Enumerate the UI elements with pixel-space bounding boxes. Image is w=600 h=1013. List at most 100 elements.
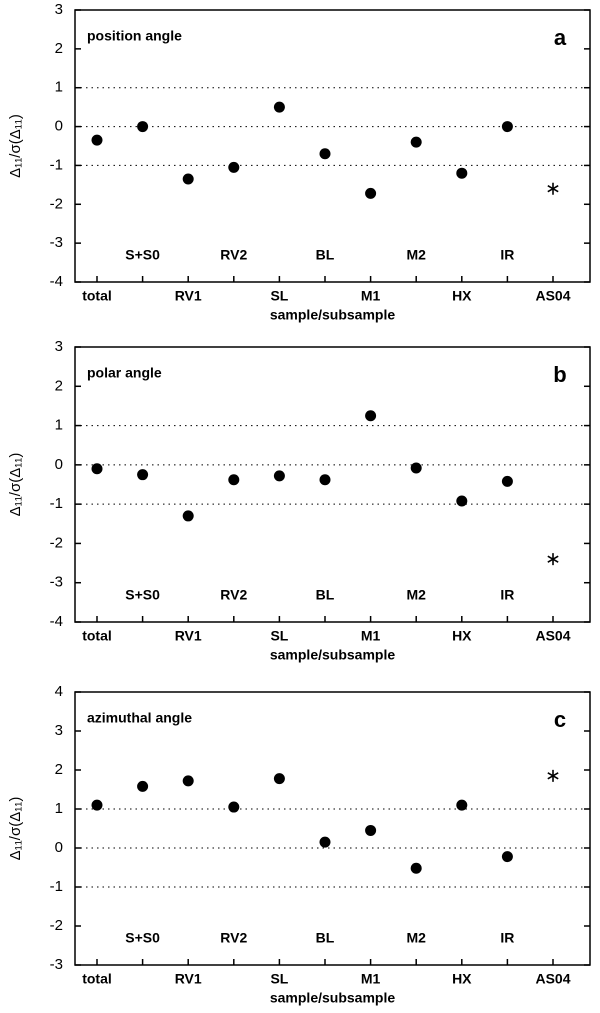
x-tick-label: RV1 [175, 971, 202, 987]
x-tick-label: M1 [361, 628, 381, 644]
point [319, 474, 331, 486]
y-axis-label: Δ₁₁/σ(Δ₁₁) [7, 114, 24, 178]
y-tick-label: 1 [55, 417, 63, 434]
point [410, 462, 422, 474]
chart-title: position angle [87, 28, 182, 44]
x-tick-label: M2 [406, 930, 426, 946]
x-tick-label: RV2 [220, 587, 247, 603]
x-axis-label: sample/subsample [270, 307, 395, 323]
x-tick-label: HX [452, 628, 472, 644]
x-tick-label: total [82, 971, 112, 987]
x-tick-label: RV2 [220, 930, 247, 946]
y-tick-label: -3 [50, 234, 63, 251]
y-tick-label: 0 [55, 118, 63, 135]
point [228, 801, 240, 813]
point [456, 167, 468, 179]
x-tick-label: BL [316, 930, 335, 946]
point [501, 475, 513, 487]
panel-label: b [553, 362, 566, 387]
y-tick-label: 3 [55, 338, 63, 355]
x-tick-label: AS04 [535, 971, 570, 987]
x-tick-label: AS04 [535, 288, 570, 304]
point [365, 187, 377, 199]
star-marker [547, 182, 559, 195]
x-tick-label: SL [270, 288, 288, 304]
y-tick-label: 2 [55, 761, 63, 778]
point [410, 862, 422, 874]
y-tick-label: 2 [55, 40, 63, 57]
x-tick-label: HX [452, 288, 472, 304]
panel-label: c [554, 707, 566, 732]
point [182, 775, 194, 787]
y-tick-label: 3 [55, 722, 63, 739]
y-tick-label: -1 [50, 156, 63, 173]
y-tick-label: 1 [55, 79, 63, 96]
point [365, 410, 377, 422]
y-tick-label: -1 [50, 878, 63, 895]
point [319, 836, 331, 848]
panel: -4 -3 -2 -1 0 1 2 3 total S+S0 RV1 RV2 SL BL M1 M2 HX IR A… [7, 338, 591, 663]
x-tick-label: BL [316, 587, 335, 603]
y-tick-label: -2 [50, 917, 63, 934]
plot-frame [74, 346, 591, 623]
y-tick-label: 4 [55, 683, 63, 700]
x-axis-label: sample/subsample [270, 990, 395, 1006]
point [319, 148, 331, 160]
y-axis-label: Δ₁₁/σ(Δ₁₁) [7, 797, 24, 861]
point [501, 121, 513, 133]
y-tick-label: -1 [50, 495, 63, 512]
y-tick-label: 2 [55, 377, 63, 394]
point [137, 780, 149, 792]
x-tick-label: SL [270, 971, 288, 987]
x-tick-label: SL [270, 628, 288, 644]
x-tick-label: BL [316, 247, 335, 263]
x-tick-label: RV1 [175, 288, 202, 304]
panel: -4 -3 -2 -1 0 1 2 3 total S+S0 RV1 RV2 SL BL M1 M2 HX IR A… [7, 1, 591, 323]
x-tick-label: M2 [406, 587, 426, 603]
x-tick-label: M1 [361, 288, 381, 304]
y-tick-label: 0 [55, 456, 63, 473]
y-tick-label: -3 [50, 956, 63, 973]
star-stroke [547, 772, 559, 780]
point [365, 824, 377, 836]
point [91, 463, 103, 475]
x-tick-label: AS04 [535, 628, 570, 644]
x-tick-label: IR [500, 930, 514, 946]
point [182, 173, 194, 185]
point [137, 121, 149, 133]
point [228, 161, 240, 173]
y-axis-label: Δ₁₁/σ(Δ₁₁) [7, 453, 24, 517]
x-tick-label: IR [500, 587, 514, 603]
x-tick-label: M1 [361, 971, 381, 987]
chart-title: azimuthal angle [87, 710, 192, 726]
point [91, 799, 103, 811]
point [91, 134, 103, 146]
point [501, 851, 513, 863]
point [410, 136, 422, 148]
x-axis-label: sample/subsample [270, 647, 395, 663]
x-tick-label: M2 [406, 247, 426, 263]
star-marker [547, 769, 559, 782]
y-tick-label: -4 [50, 273, 63, 290]
point [273, 101, 285, 113]
x-tick-label: total [82, 288, 112, 304]
point [228, 474, 240, 486]
point [273, 470, 285, 482]
chart-title: polar angle [87, 365, 162, 381]
x-tick-label: RV2 [220, 247, 247, 263]
x-tick-label: RV1 [175, 628, 202, 644]
point [456, 495, 468, 507]
y-tick-label: -4 [50, 613, 63, 630]
x-tick-label: S+S0 [125, 247, 160, 263]
y-tick-label: -3 [50, 574, 63, 591]
x-tick-label: total [82, 628, 112, 644]
y-tick-label: 3 [55, 1, 63, 18]
panel: -3 -2 -1 0 1 2 3 4 total S+S0 RV1 RV2 SL BL M1 M2 HX IR AS… [7, 683, 591, 1006]
x-tick-label: IR [500, 247, 514, 263]
y-tick-label: 0 [55, 839, 63, 856]
y-tick-label: -2 [50, 195, 63, 212]
point [137, 469, 149, 481]
panel-label: a [554, 25, 567, 50]
point [456, 799, 468, 811]
